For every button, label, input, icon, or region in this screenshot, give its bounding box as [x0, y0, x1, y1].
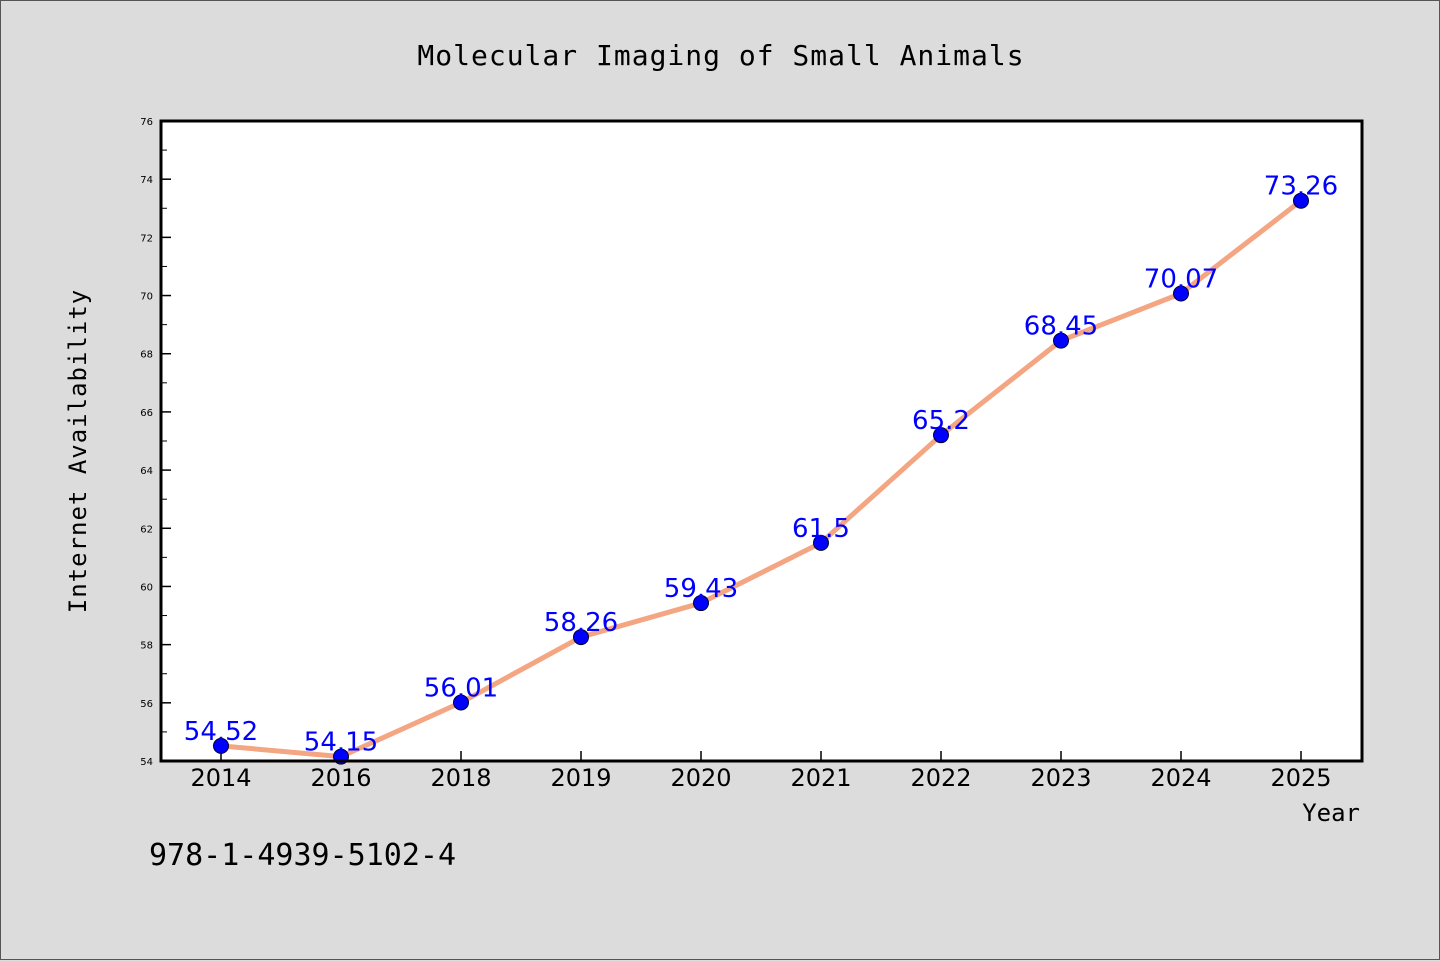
y-axis-ticks: 54 56 58 60 62 64 66 68 70 72 74 76: [140, 117, 171, 768]
data-point: [933, 427, 949, 444]
x-tick-label: 2021: [790, 764, 851, 792]
x-tick-label: 2018: [430, 764, 491, 792]
x-tick-label: 2016: [310, 764, 371, 792]
y-tick-label: 74: [140, 175, 153, 186]
y-tick-label: 54: [140, 757, 153, 768]
data-label: 73.26: [1264, 172, 1338, 202]
data-labels-group: 54.52 54.15 56.01 58.26 59.43 61.5 65.2 68.45 70…: [184, 172, 1338, 758]
data-point: [1173, 285, 1189, 302]
y-axis-label: Internet Availability: [64, 289, 92, 613]
plot-area: [161, 121, 1362, 761]
data-point: [453, 694, 469, 711]
data-label: 56.01: [424, 674, 498, 704]
plot-border: [159, 119, 1364, 763]
footer-code: 978-1-4939-5102-4: [149, 838, 456, 873]
y-tick-label: 72: [140, 233, 153, 244]
x-tick-label: 2020: [670, 764, 731, 792]
x-tick-label: 2023: [1030, 764, 1091, 792]
data-label: 58.26: [544, 608, 618, 638]
data-label: 68.45: [1024, 312, 1098, 342]
data-point: [813, 534, 829, 551]
data-label: 54.52: [184, 717, 258, 747]
data-label: 65.2: [912, 406, 970, 436]
data-label: 59.43: [664, 574, 738, 604]
x-tick-label: 2024: [1150, 764, 1211, 792]
y-tick-label: 76: [140, 117, 153, 128]
x-tick-label: 2014: [190, 764, 251, 792]
data-label: 70.07: [1144, 265, 1218, 295]
y-tick-label: 66: [140, 408, 153, 419]
y-tick-label: 64: [140, 466, 153, 477]
data-point: [1053, 332, 1069, 349]
series-line: [218, 198, 1304, 760]
x-tick-label: 2022: [910, 764, 971, 792]
series-group: [213, 192, 1309, 765]
y-tick-label: 70: [140, 292, 153, 303]
data-point: [573, 629, 589, 646]
y-tick-label: 60: [140, 582, 153, 593]
y-tick-label: 58: [140, 641, 153, 652]
x-axis-label: Year: [1302, 799, 1360, 827]
data-point: [693, 595, 709, 612]
chart-title: Molecular Imaging of Small Animals: [417, 39, 1024, 72]
data-label: 54.15: [304, 728, 378, 758]
x-tick-label: 2025: [1270, 764, 1331, 792]
y-tick-label: 56: [140, 699, 153, 710]
y-tick-label: 62: [140, 524, 153, 535]
x-axis-ticks: 2014 2016 2018 2019 2020 2021 2022 2023 2024 2025: [190, 751, 1332, 792]
data-point: [1293, 192, 1309, 209]
x-tick-label: 2019: [550, 764, 611, 792]
data-point: [213, 737, 229, 754]
y-tick-label: 68: [140, 350, 153, 361]
data-label: 61.5: [792, 514, 850, 544]
